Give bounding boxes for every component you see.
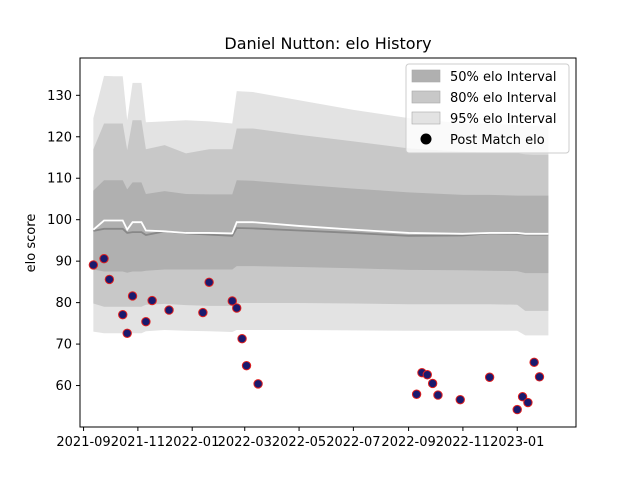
post-match-elo-point [517, 392, 528, 402]
legend-box [405, 63, 570, 154]
legend-swatch [411, 90, 441, 104]
legend-label: Post Match elo [450, 133, 545, 148]
post-match-elo-point [141, 316, 151, 327]
x-tick-label: 2023-01 [490, 435, 544, 450]
y-tick-label: 110 [47, 172, 72, 187]
post-match-elo-point [433, 390, 443, 400]
post-match-elo-point [241, 360, 252, 371]
legend: 50% elo Interval 80% elo Interval 95% elo … [405, 63, 570, 154]
legend-label: 95% elo Interval [450, 112, 557, 127]
x-tick-label: 2021-09 [56, 435, 110, 450]
post-match-elo-point [104, 274, 115, 285]
y-axis-label: elo score [24, 214, 39, 273]
post-match-elo-point [523, 397, 533, 408]
post-match-elo-point [198, 307, 208, 318]
y-tick-label: 70 [55, 338, 72, 353]
x-tick-label: 2022-09 [381, 435, 435, 450]
post-match-elo-point [427, 378, 438, 389]
median-elo-line [92, 219, 549, 235]
legend-label: 50% elo Interval [450, 70, 557, 85]
post-match-elo-point [204, 277, 214, 287]
post-match-elo-point [127, 291, 138, 301]
post-match-elo-point [122, 328, 132, 338]
post-match-elo-point [227, 296, 237, 306]
post-match-elo-point [88, 260, 99, 270]
y-tick-label: 130 [47, 89, 72, 104]
post-match-elo-point [232, 303, 242, 313]
post-match-elo-point [164, 305, 174, 315]
y-tick-label: 120 [47, 130, 72, 145]
y-tick-label: 100 [47, 213, 72, 228]
legend-swatch [411, 69, 441, 83]
x-tick-label: 2022-07 [326, 435, 380, 450]
legend-swatch [411, 111, 441, 125]
x-tick-label: 2022-11 [436, 435, 490, 450]
x-tick-label: 2021-11 [111, 435, 165, 450]
data-marks [88, 253, 545, 415]
legend-label: 80% elo Interval [450, 91, 557, 106]
chart-title: Daniel Nutton: elo History [224, 34, 431, 53]
post-match-elo-point [99, 253, 109, 264]
post-match-elo-point [253, 379, 263, 389]
post-match-elo-point [422, 370, 432, 380]
post-match-elo-point [484, 372, 495, 382]
post-match-elo-point [529, 357, 539, 368]
post-match-elo-point [147, 295, 157, 306]
x-tick-label: 2022-03 [218, 435, 272, 450]
post-match-elo-point [534, 372, 545, 382]
post-match-elo-point [118, 309, 128, 320]
y-tick-label: 80 [55, 296, 72, 311]
post-match-elo-point [512, 404, 522, 415]
y-tick-label: 60 [55, 379, 72, 394]
post-match-elo-point [237, 333, 247, 344]
y-tick-label: 90 [55, 255, 72, 270]
post-match-elo-point [455, 394, 465, 405]
plot-frame [79, 57, 577, 428]
legend-marker [420, 133, 432, 145]
x-tick-label: 2022-01 [165, 435, 219, 450]
post-match-elo-point [411, 389, 422, 399]
x-tick-label: 2022-05 [272, 435, 326, 450]
